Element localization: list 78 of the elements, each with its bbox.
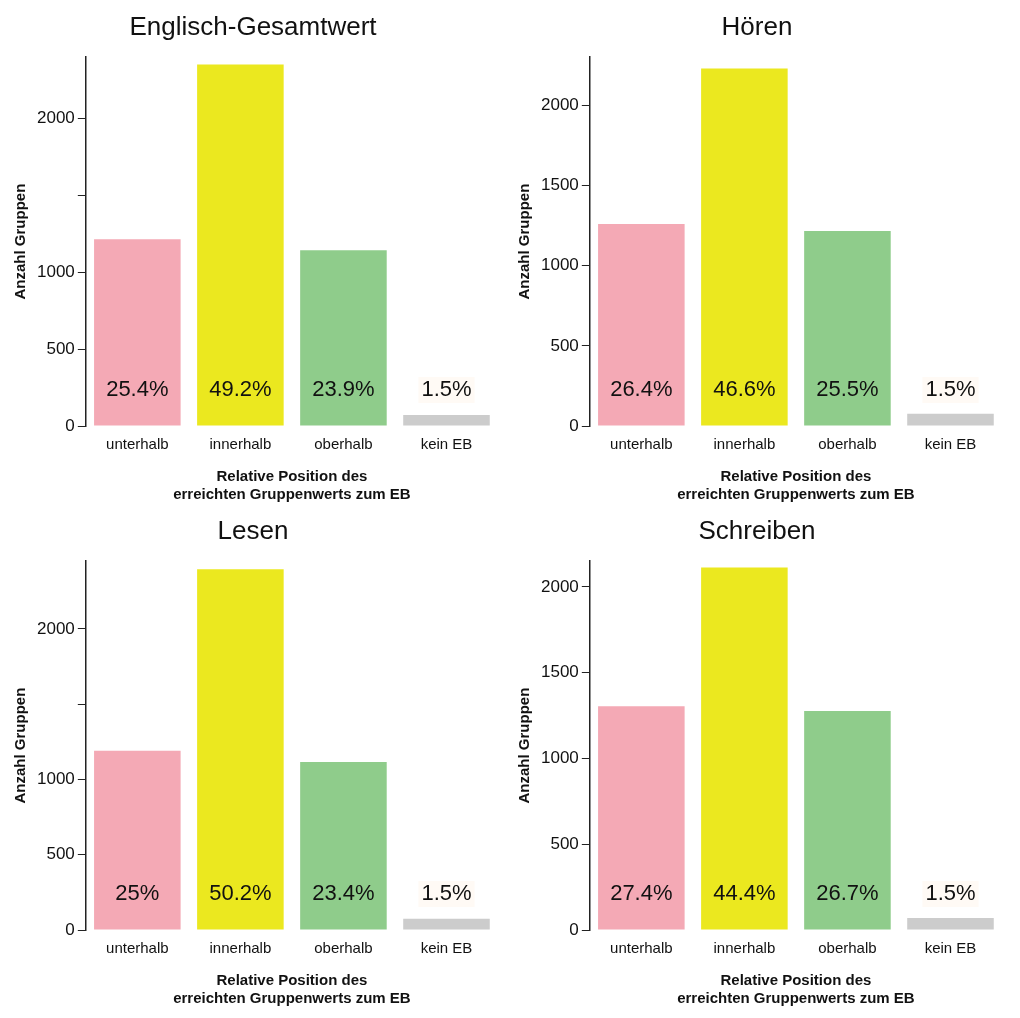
- bar: [598, 223, 685, 426]
- annotation: 25.5%: [816, 376, 879, 402]
- annotation: 23.9%: [312, 376, 375, 402]
- bar: [403, 918, 490, 930]
- x-tick-label: kein EB: [420, 435, 473, 453]
- bar: [701, 68, 788, 426]
- x-tick-label: innerhalb: [209, 939, 272, 957]
- x-tick-label: kein EB: [924, 435, 977, 453]
- bar: [804, 711, 891, 930]
- x-tick-label: kein EB: [420, 939, 473, 957]
- y-axis-title: Anzahl Gruppen: [11, 183, 29, 300]
- x-tick-label: kein EB: [924, 939, 977, 957]
- bar: [804, 231, 891, 426]
- y-axis-title: Anzahl Gruppen: [515, 183, 533, 300]
- x-axis-title: Relative Position des erreichten Gruppenwerts zum EB: [173, 971, 411, 1007]
- x-tick-label: oberhalb: [818, 939, 877, 957]
- y-tick-label: 1500: [540, 662, 579, 682]
- y-tick-label: 1500: [540, 175, 579, 195]
- annotation: 25.4%: [106, 376, 169, 402]
- x-tick-label: unterhalb: [610, 939, 673, 957]
- y-axis-title: Anzahl Gruppen: [515, 687, 533, 804]
- x-tick-label: unterhalb: [106, 939, 169, 957]
- y-tick-label: 1000: [36, 769, 75, 789]
- bar: [701, 567, 788, 930]
- x-tick-label: oberhalb: [818, 435, 877, 453]
- x-tick-label: oberhalb: [314, 939, 373, 957]
- annotation: 1.5%: [421, 376, 472, 402]
- y-tick-label: 1000: [36, 262, 75, 282]
- x-tick-label: innerhalb: [713, 939, 776, 957]
- bar: [94, 750, 181, 930]
- bar: [197, 569, 284, 930]
- annotation: 23.4%: [312, 880, 375, 906]
- annotation: 26.4%: [610, 376, 673, 402]
- x-tick-label: unterhalb: [610, 435, 673, 453]
- x-axis-title: Relative Position des erreichten Gruppenwerts zum EB: [677, 467, 915, 503]
- x-axis-title: Relative Position des erreichten Gruppenwerts zum EB: [173, 467, 411, 503]
- chart-title: Englisch-Gesamtwert: [129, 10, 378, 41]
- y-tick-label: 500: [46, 338, 75, 358]
- x-tick-label: oberhalb: [314, 435, 373, 453]
- x-tick-label: innerhalb: [713, 435, 776, 453]
- y-axis-title: Anzahl Gruppen: [11, 687, 29, 804]
- bar: [300, 250, 387, 426]
- bar: [907, 413, 994, 426]
- y-tick-label: 0: [65, 919, 75, 939]
- chart-title: Hören: [721, 10, 793, 41]
- annotation: 26.7%: [816, 880, 879, 906]
- annotation: 1.5%: [925, 880, 976, 906]
- y-tick-label: 500: [46, 844, 75, 864]
- y-tick-label: 2000: [36, 108, 75, 128]
- chart-title: Schreiben: [698, 514, 816, 545]
- annotation: 50.2%: [209, 880, 272, 906]
- x-tick-label: unterhalb: [106, 435, 169, 453]
- annotation: 25%: [115, 880, 160, 906]
- annotation: 49.2%: [209, 376, 272, 402]
- chart-title: Lesen: [217, 514, 289, 545]
- bar: [907, 917, 994, 930]
- y-tick-label: 2000: [540, 576, 579, 596]
- y-tick-label: 0: [569, 415, 579, 435]
- bar: [403, 414, 490, 426]
- y-tick-label: 2000: [36, 618, 75, 638]
- bar: [197, 64, 284, 426]
- y-tick-label: 1000: [540, 748, 579, 768]
- bar: [598, 706, 685, 930]
- annotation: 46.6%: [713, 376, 776, 402]
- x-tick-label: innerhalb: [209, 435, 272, 453]
- y-tick-label: 0: [65, 415, 75, 435]
- y-tick-label: 500: [550, 833, 579, 853]
- annotation: 1.5%: [421, 880, 472, 906]
- y-tick-label: 1000: [540, 255, 579, 275]
- annotation: 44.4%: [713, 880, 776, 906]
- x-axis-title: Relative Position des erreichten Gruppenwerts zum EB: [677, 971, 915, 1007]
- y-tick-label: 500: [550, 335, 579, 355]
- y-tick-label: 2000: [540, 94, 579, 114]
- annotation: 1.5%: [925, 376, 976, 402]
- bar: [300, 762, 387, 930]
- y-tick-label: 0: [569, 919, 579, 939]
- annotation: 27.4%: [610, 880, 673, 906]
- bar: [94, 239, 181, 426]
